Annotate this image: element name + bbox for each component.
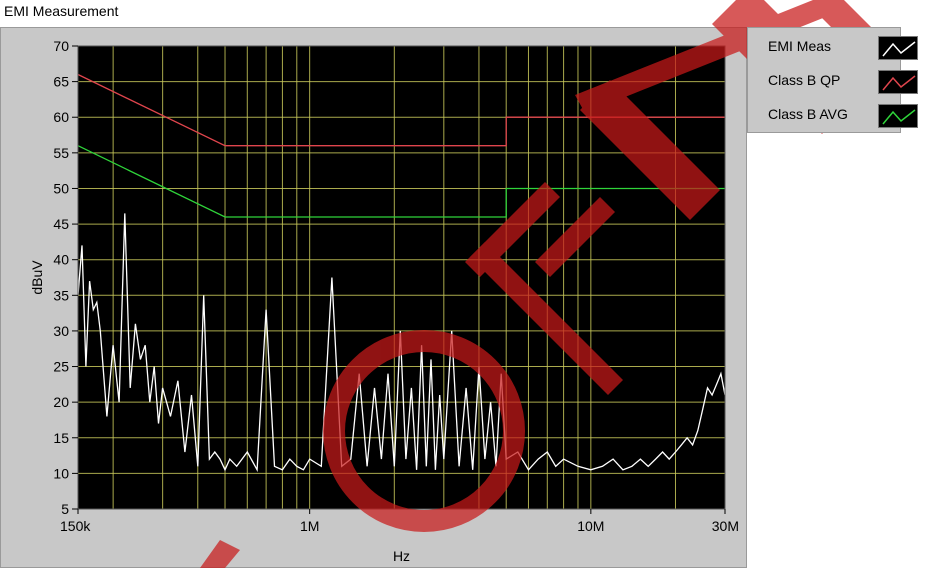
series-line-1 (77, 145, 725, 218)
series-line-2 (77, 213, 726, 473)
legend-item-class-b-avg[interactable]: Class B AVG (748, 100, 918, 130)
legend-swatch-emi-meas (878, 36, 918, 60)
y-tick-label: 50 (53, 180, 69, 196)
legend-label-class-b-avg: Class B AVG (768, 106, 848, 122)
watermark-bottom-arc (200, 540, 240, 568)
y-tick-label: 25 (53, 359, 69, 375)
y-tick-label: 60 (53, 109, 69, 125)
window-title: EMI Measurement (4, 3, 119, 19)
x-tick-label: 30M (712, 518, 739, 534)
y-tick-label: 40 (53, 252, 69, 268)
y-tick-label: 45 (53, 216, 69, 232)
x-tick-label: 150k (60, 518, 91, 534)
watermark-f-mid (535, 197, 615, 277)
y-tick-label: 20 (53, 394, 69, 410)
legend-swatch-class-b-qp (878, 70, 918, 94)
x-tick-label: 1M (300, 518, 319, 534)
watermark-letter-o (323, 330, 525, 532)
legend-swatch-class-b-avg (878, 104, 918, 128)
legend-item-class-b-qp[interactable]: Class B QP (748, 66, 918, 96)
series-line-0 (77, 73, 725, 147)
legend-label-emi-meas: EMI Meas (768, 38, 832, 54)
y-tick-label: 10 (53, 465, 69, 481)
x-tick-label: 10M (577, 518, 604, 534)
y-tick-label: 70 (53, 38, 69, 54)
y-axis-label: dBuV (29, 260, 45, 295)
legend: EMI Meas Class B QP Class B AVG (747, 27, 918, 133)
watermark-f2-bar (580, 80, 720, 220)
y-tick-label: 30 (53, 323, 69, 339)
y-tick-label: 65 (53, 74, 69, 90)
y-tick-label: 35 (53, 287, 69, 303)
watermark-f-bar (470, 242, 623, 395)
legend-label-class-b-qp: Class B QP (768, 72, 841, 88)
legend-item-emi-meas[interactable]: EMI Meas (748, 32, 918, 62)
y-tick-label: 5 (61, 501, 69, 517)
y-tick-label: 15 (53, 430, 69, 446)
y-tick-label: 55 (53, 145, 69, 161)
x-axis-label: Hz (393, 548, 410, 564)
